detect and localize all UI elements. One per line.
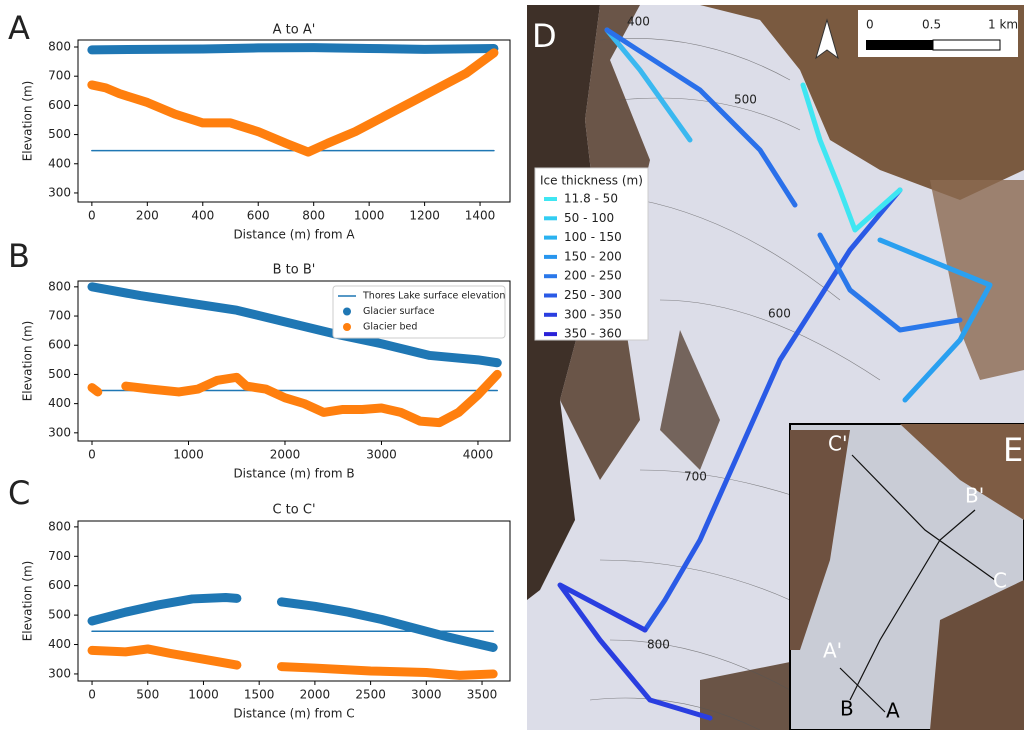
x-tick-label: 3500	[467, 688, 498, 702]
x-tick-label: 200	[136, 209, 159, 223]
inset-label: A'	[823, 639, 842, 663]
x-tick-label: 500	[136, 688, 159, 702]
inset-label: B	[840, 697, 854, 721]
x-tick-label: 2000	[270, 448, 301, 462]
panel-label: E	[1003, 431, 1023, 469]
legend-label: 150 - 200	[564, 249, 622, 263]
figure: D E 0 0.5 1 km 400 500 600 700 800 Ice t…	[0, 0, 1024, 730]
y-tick-label: 500	[48, 127, 71, 141]
x-tick-label: 400	[191, 209, 214, 223]
legend-label: 200 - 250	[564, 269, 622, 283]
scatter-trace	[92, 649, 493, 675]
panel-label: A	[8, 9, 30, 47]
legend-label: 350 - 360	[564, 327, 622, 341]
x-axis-label: Distance (m) from C	[233, 707, 354, 721]
panel-label: D	[532, 17, 557, 55]
scale-label: 1 km	[988, 18, 1018, 32]
x-tick-label: 3000	[411, 688, 442, 702]
chart-title: B to B'	[273, 263, 316, 278]
y-tick-label: 600	[48, 578, 71, 592]
inset-label: B'	[965, 484, 984, 508]
y-tick-label: 400	[48, 156, 71, 170]
legend-title: Ice thickness (m)	[540, 174, 643, 188]
chart-title: A to A'	[273, 23, 316, 38]
y-tick-label: 800	[48, 40, 71, 54]
x-axis-label: Distance (m) from B	[233, 467, 354, 481]
legend-label: 100 - 150	[564, 230, 622, 244]
y-tick-label: 400	[48, 396, 71, 410]
legend-marker	[343, 323, 351, 331]
y-tick-label: 500	[48, 367, 71, 381]
x-tick-label: 1000	[354, 209, 385, 223]
x-tick-label: 3000	[366, 448, 397, 462]
y-tick-label: 700	[48, 309, 71, 323]
legend-marker	[343, 308, 351, 316]
x-tick-label: 2500	[355, 688, 386, 702]
y-tick-label: 500	[48, 608, 71, 622]
x-tick-label: 0	[88, 688, 96, 702]
x-tick-label: 600	[247, 209, 270, 223]
scatter-trace	[92, 48, 494, 50]
plot-frame	[78, 40, 510, 202]
contour-label: 700	[684, 470, 707, 484]
y-tick-label: 600	[48, 98, 71, 112]
legend-label: 11.8 - 50	[564, 192, 618, 206]
y-tick-label: 700	[48, 69, 71, 83]
y-tick-label: 600	[48, 338, 71, 352]
inset-label: C	[993, 569, 1007, 593]
x-tick-label: 1400	[465, 209, 496, 223]
scale-label: 0	[866, 18, 874, 32]
y-tick-label: 700	[48, 549, 71, 563]
y-axis-label: Elevation (m)	[21, 81, 35, 162]
y-tick-label: 400	[48, 637, 71, 651]
y-tick-label: 800	[48, 519, 71, 533]
scatter-trace	[92, 53, 494, 152]
x-tick-label: 1000	[173, 448, 204, 462]
contour-label: 800	[647, 638, 670, 652]
chart-title: C to C'	[272, 503, 315, 518]
y-axis-label: Elevation (m)	[21, 561, 35, 642]
contour-label: 500	[734, 93, 757, 107]
y-tick-label: 300	[48, 666, 71, 680]
x-tick-label: 800	[302, 209, 325, 223]
scatter-trace	[92, 597, 493, 647]
contour-label: 400	[627, 15, 650, 29]
inset-label: A	[886, 699, 900, 723]
panel-label: B	[8, 237, 30, 275]
contour-label: 600	[768, 307, 791, 321]
y-tick-label: 800	[48, 279, 71, 293]
legend-label: 250 - 300	[564, 288, 622, 302]
legend-label: 300 - 350	[564, 307, 622, 321]
x-tick-label: 1200	[409, 209, 440, 223]
x-tick-label: 2000	[300, 688, 331, 702]
panel-label: C	[8, 474, 30, 512]
x-tick-label: 0	[88, 448, 96, 462]
y-tick-label: 300	[48, 185, 71, 199]
x-tick-label: 1500	[244, 688, 275, 702]
inset-label: C'	[828, 432, 847, 456]
x-axis-label: Distance (m) from A	[233, 228, 355, 242]
legend-label: Glacier bed	[363, 322, 417, 333]
legend-label: Glacier surface	[363, 306, 435, 317]
y-axis-label: Elevation (m)	[21, 321, 35, 402]
scale-label: 0.5	[922, 18, 941, 32]
legend-label: Thores Lake surface elevation	[362, 291, 505, 302]
map: D E 0 0.5 1 km 400 500 600 700 800 Ice t…	[527, 5, 1024, 730]
x-tick-label: 0	[88, 209, 96, 223]
scatter-trace	[92, 374, 497, 422]
legend-label: 50 - 100	[564, 211, 614, 225]
x-tick-label: 1000	[188, 688, 219, 702]
x-tick-label: 4000	[463, 448, 494, 462]
y-tick-label: 300	[48, 425, 71, 439]
